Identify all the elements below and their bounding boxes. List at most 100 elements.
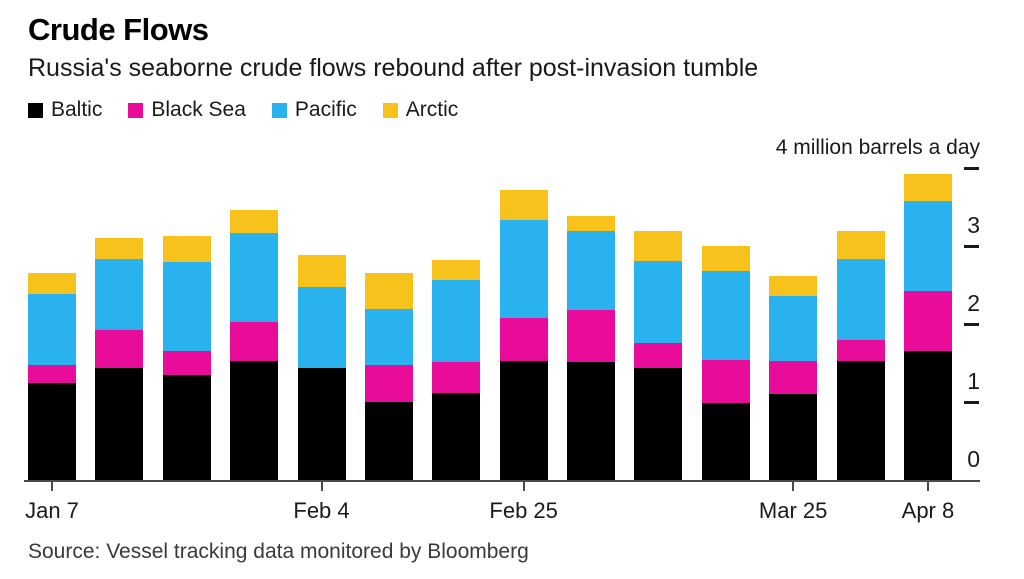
bar-segment-arctic [162, 235, 211, 262]
legend: Baltic Black Sea Pacific Arctic [28, 98, 458, 122]
x-axis-line [24, 480, 980, 482]
x-axis-label-feb-25: Feb 25 [489, 498, 558, 523]
bar-segment-pacific [28, 294, 76, 365]
bar-segment-arctic [836, 231, 885, 259]
bar-segment-pacific [567, 231, 616, 310]
bar-segment-pacific [230, 232, 279, 322]
bar-segment-black-sea [95, 330, 144, 369]
bar-segment-black-sea [769, 361, 818, 395]
bar-segment-black-sea [28, 364, 76, 383]
bar-segment-pacific [634, 260, 683, 343]
bar-segment-baltic [701, 402, 750, 480]
x-axis-label-apr-8: Apr 8 [901, 498, 955, 523]
y-axis-label-1: 1 [967, 368, 980, 394]
bar-week-3 [162, 235, 211, 480]
bar-segment-arctic [364, 272, 413, 310]
legend-swatch-icon [382, 102, 398, 118]
legend-item-baltic: Baltic [28, 98, 102, 122]
bar-segment-baltic [95, 368, 144, 480]
bar-segment-pacific [162, 261, 211, 352]
bar-segment-black-sea [836, 340, 885, 361]
y-axis-label-3: 3 [967, 212, 980, 238]
x-axis-tick-feb-25 [522, 482, 525, 491]
bar-segment-pacific [836, 258, 885, 341]
x-axis-label-jan-7: Jan 7 [25, 498, 79, 523]
bar-week-2 [95, 238, 144, 480]
y-axis-tick-4 [964, 166, 979, 170]
legend-label: Arctic [405, 98, 459, 121]
bar-segment-arctic [230, 210, 279, 233]
bar-segment-baltic [432, 393, 481, 480]
bar-segment-pacific [903, 200, 952, 292]
x-axis-tick-feb-4 [320, 482, 323, 491]
y-axis-label-0: 0 [967, 446, 980, 472]
y-axis-tick-2 [964, 322, 979, 326]
bar-segment-pacific [432, 279, 481, 363]
bar-mar-25 [769, 276, 818, 480]
bar-segment-black-sea [903, 291, 952, 351]
bar-segment-black-sea [162, 351, 211, 376]
bar-segment-arctic [769, 276, 818, 296]
legend-swatch-icon [128, 102, 144, 118]
y-axis-label-2: 2 [967, 290, 980, 316]
bar-week-7 [432, 260, 481, 480]
bar-feb-4 [297, 255, 346, 480]
y-axis-unit-label: 4 million barrels a day [775, 136, 980, 159]
chart-title: Crude Flows [28, 12, 209, 47]
bar-segment-pacific [701, 270, 750, 360]
bar-feb-25 [499, 189, 548, 480]
bar-segment-black-sea [230, 321, 279, 361]
legend-item-arctic: Arctic [382, 98, 459, 122]
bar-segment-baltic [634, 367, 683, 480]
bar-segment-baltic [499, 360, 548, 480]
chart-subtitle: Russia's seaborne crude flows rebound af… [28, 54, 759, 82]
bar-segment-baltic [28, 382, 76, 480]
x-axis-tick-apr-8 [926, 482, 929, 491]
bar-segment-arctic [499, 189, 548, 220]
bar-segment-pacific [499, 219, 548, 318]
x-axis-tick-jan-7 [51, 482, 53, 491]
bar-segment-pacific [297, 287, 346, 368]
bar-week-13 [836, 231, 885, 480]
legend-swatch-icon [28, 102, 43, 118]
bar-segment-baltic [230, 360, 279, 480]
legend-label: Black Sea [151, 98, 246, 121]
legend-label: Pacific [294, 98, 357, 121]
bar-segment-black-sea [499, 317, 548, 361]
bar-week-9 [567, 216, 616, 480]
bar-week-6 [364, 272, 413, 480]
x-axis-label-mar-25: Mar 25 [758, 498, 828, 523]
bar-week-11 [701, 246, 750, 480]
legend-item-pacific: Pacific [271, 98, 357, 122]
bar-segment-baltic [162, 375, 211, 480]
bar-segment-baltic [903, 350, 952, 480]
x-axis-tick-mar-25 [792, 482, 795, 491]
bar-segment-arctic [95, 238, 144, 260]
bar-segment-baltic [567, 362, 616, 480]
bar-segment-pacific [364, 309, 413, 365]
bar-week-4 [230, 210, 279, 480]
bar-segment-pacific [95, 259, 144, 331]
bar-segment-arctic [28, 272, 76, 295]
bar-segment-black-sea [364, 364, 413, 402]
bar-segment-black-sea [567, 309, 616, 363]
bar-segment-arctic [567, 216, 616, 232]
bar-segment-arctic [903, 173, 952, 201]
bar-segment-arctic [634, 231, 683, 261]
bar-apr-8 [903, 173, 952, 480]
bar-week-10 [634, 231, 683, 480]
bar-segment-arctic [297, 255, 346, 288]
bar-segment-baltic [769, 394, 818, 480]
source-note: Source: Vessel tracking data monitored b… [28, 540, 529, 563]
bar-segment-pacific [769, 295, 818, 362]
bar-segment-baltic [297, 367, 346, 480]
y-axis-tick-3 [964, 244, 979, 248]
bar-segment-black-sea [432, 362, 481, 394]
bar-segment-arctic [701, 246, 750, 271]
x-axis-label-feb-4: Feb 4 [293, 498, 350, 523]
bar-segment-baltic [364, 402, 413, 480]
bar-segment-baltic [836, 360, 885, 480]
bar-segment-arctic [432, 260, 481, 280]
